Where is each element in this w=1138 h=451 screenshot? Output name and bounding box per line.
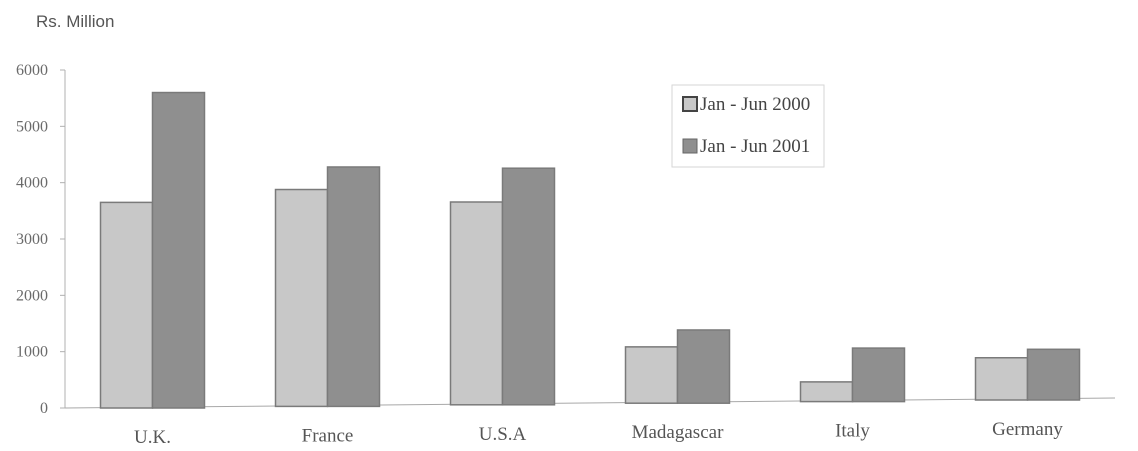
y-tick-label: 4000 — [16, 175, 48, 192]
x-category-label: U.K. — [134, 427, 171, 448]
x-category-label: Italy — [835, 421, 870, 442]
bar-germany-series-1 — [1026, 348, 1081, 401]
y-tick-label: 6000 — [16, 62, 48, 79]
y-tick-label: 3000 — [16, 231, 48, 248]
x-category-label: Germany — [992, 419, 1063, 440]
x-axis-line — [64, 397, 1116, 409]
y-tick-label: 2000 — [16, 287, 48, 304]
bar-usa-series-0 — [449, 201, 504, 406]
bar-uk-series-0 — [99, 201, 154, 409]
bar-madagascar-series-0 — [624, 346, 679, 404]
y-axis-unit-label: Rs. Million — [36, 12, 114, 31]
y-axis-ticks: 6000 5000 4000 3000 2000 1000 0 — [16, 62, 65, 417]
legend-swatch-2000 — [682, 96, 698, 112]
category-labels: U.K. France U.S.A Madagascar Italy Germany — [134, 419, 1063, 448]
legend-label-2001: Jan - Jun 2001 — [700, 136, 810, 157]
y-tick-label: 1000 — [16, 344, 48, 361]
bar-france-series-1 — [326, 166, 381, 408]
bar-usa-series-1 — [501, 167, 556, 406]
x-category-label: France — [302, 425, 354, 446]
x-category-label: U.S.A — [479, 424, 527, 445]
bar-france-series-0 — [274, 188, 329, 408]
bar-madagascar-series-1 — [676, 329, 731, 404]
bar-uk-series-1 — [151, 91, 206, 409]
legend-label-2000: Jan - Jun 2000 — [700, 94, 810, 115]
y-tick-label: 0 — [40, 400, 48, 417]
legend-swatch-2001 — [682, 138, 698, 154]
x-category-label: Madagascar — [632, 422, 724, 443]
bar-italy-series-0 — [799, 381, 854, 403]
bar-italy-series-1 — [851, 347, 906, 403]
legend: Jan - Jun 2000 Jan - Jun 2001 — [671, 84, 825, 168]
bars-group — [99, 91, 1081, 409]
y-tick-label: 5000 — [16, 118, 48, 135]
bar-germany-series-0 — [974, 357, 1029, 401]
